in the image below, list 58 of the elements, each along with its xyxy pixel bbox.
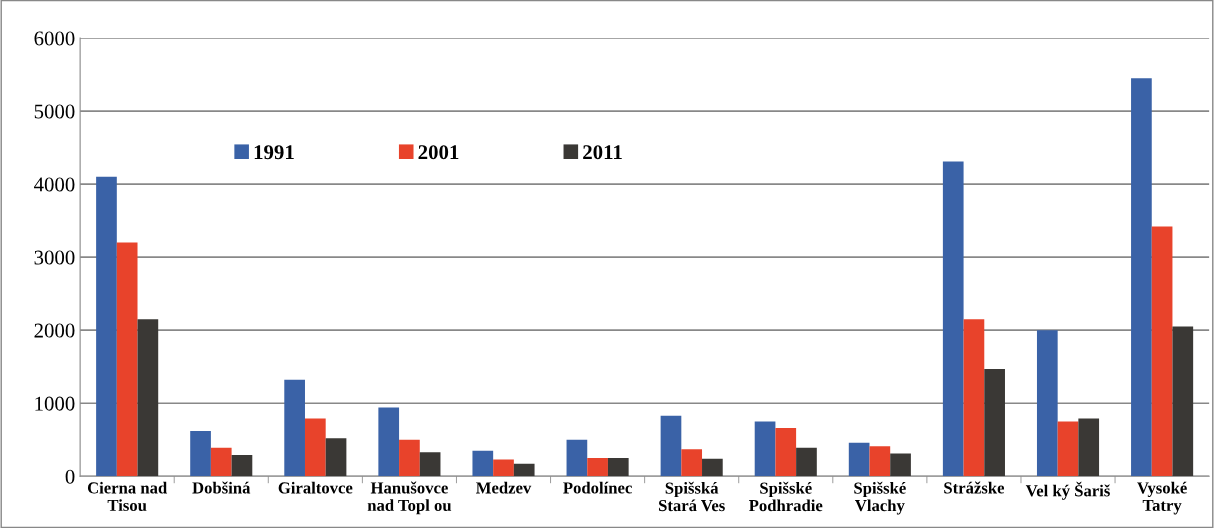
bar — [472, 450, 494, 477]
x-tick-label: Spišské Podhradie — [749, 481, 823, 512]
legend-label: 2011 — [583, 145, 622, 160]
x-tick-label: Medzev — [476, 481, 532, 494]
bar — [702, 458, 723, 477]
bar — [493, 459, 514, 477]
legend-label: 1991 — [254, 145, 294, 160]
bar — [681, 449, 703, 477]
bar — [587, 458, 608, 477]
bar — [1131, 78, 1152, 477]
bar — [1172, 326, 1194, 477]
x-tick-label: Strážske — [944, 481, 1005, 494]
bar — [96, 176, 117, 477]
bar — [775, 428, 797, 477]
bar — [513, 463, 535, 477]
bar — [1078, 418, 1100, 477]
y-tick-label: 0 — [65, 469, 75, 484]
bar — [210, 447, 232, 477]
bar — [890, 453, 911, 477]
bar — [1151, 226, 1173, 477]
bar — [869, 446, 891, 477]
bar — [378, 407, 400, 477]
y-tick-label: 6000 — [34, 31, 75, 46]
bar — [190, 430, 211, 477]
bar — [284, 379, 305, 477]
x-tick-label: Spišské Vlachy — [854, 481, 906, 515]
x-tick-label: Giraltovce — [278, 481, 353, 494]
y-tick-label: 4000 — [34, 177, 75, 192]
bar — [399, 439, 420, 477]
bar — [963, 319, 985, 477]
y-tick-label: 1000 — [35, 396, 75, 411]
x-tick-label: Vysoké Tatry — [1137, 481, 1187, 515]
x-tick-label: Cierna nad Tisou — [87, 481, 168, 512]
bar — [304, 418, 326, 477]
x-tick-label: Hanušovce nad Topl ou — [367, 481, 452, 515]
bar — [796, 447, 817, 477]
bar — [137, 319, 159, 477]
bar — [231, 455, 253, 477]
y-tick-label: 2000 — [34, 323, 75, 338]
bar — [325, 438, 347, 477]
bar — [607, 458, 629, 477]
y-tick-label: 5000 — [34, 104, 75, 119]
x-tick-label: Podolínec — [563, 481, 632, 494]
bar — [116, 242, 138, 477]
bar — [984, 368, 1005, 477]
bar — [419, 452, 441, 477]
bar — [566, 439, 588, 477]
x-tick-label: Vel ký Šariš — [1025, 481, 1110, 500]
legend-label: 2001 — [418, 145, 459, 160]
bar — [660, 415, 682, 477]
x-tick-label: Spišská Stará Ves — [658, 481, 725, 512]
bar — [942, 161, 964, 477]
bar — [754, 421, 776, 477]
bar — [1036, 330, 1058, 477]
bar — [848, 442, 870, 477]
bar — [1057, 421, 1079, 477]
y-tick-label: 3000 — [34, 250, 75, 265]
x-tick-label: Dobšiná — [192, 481, 251, 494]
